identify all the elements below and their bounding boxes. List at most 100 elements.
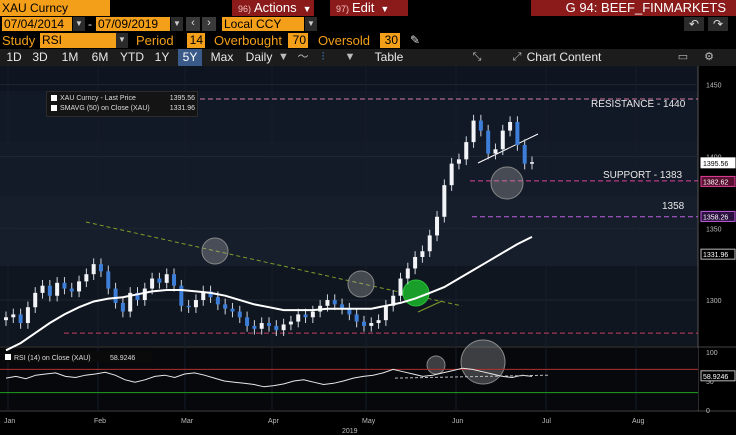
x-year-label: 2019 xyxy=(342,428,358,435)
candle-body xyxy=(427,235,432,252)
price-flag xyxy=(700,210,736,222)
rsi-legend-name: RSI (14) on Close (XAU) xyxy=(14,355,91,362)
period-max-button[interactable]: Max xyxy=(210,50,234,64)
period-1y-button[interactable]: 1Y xyxy=(154,50,170,64)
legend-series-value: 1331.96 xyxy=(169,105,195,112)
price-tick-label: 1350 xyxy=(706,226,722,233)
candlestick-icon[interactable]: ⫶ xyxy=(321,51,325,63)
candle-body xyxy=(405,268,410,279)
x-tick-label: May xyxy=(362,418,376,425)
candle-body xyxy=(179,285,184,306)
legend-swatch xyxy=(51,105,57,112)
chevron-down-icon: ▼ xyxy=(380,4,390,14)
actions-menu-button[interactable]: 96) Actions ▼ xyxy=(232,0,314,16)
candle-body xyxy=(398,278,403,296)
edit-menu-label: Edit xyxy=(352,0,375,15)
ticker-field[interactable]: XAU Curncy xyxy=(0,0,110,16)
candle-body xyxy=(40,285,45,293)
start-date-field[interactable]: 07/04/2014 xyxy=(2,17,72,31)
rsi-tick-label: 100 xyxy=(706,350,718,357)
gear-icon[interactable]: ⚙ xyxy=(704,51,714,63)
window-icon[interactable]: ▭ xyxy=(677,51,689,63)
price-tick-label: 1300 xyxy=(706,298,722,305)
rsi-trend-line xyxy=(394,374,549,379)
candle-body xyxy=(274,325,279,331)
chevron-down-icon[interactable]: ▼ xyxy=(305,17,317,31)
candle-body xyxy=(471,120,476,143)
candle-body xyxy=(332,300,337,305)
candle-body xyxy=(420,251,425,257)
legend-series-value: 1395.56 xyxy=(169,95,195,102)
candle-body xyxy=(281,324,286,331)
forward-arrow-icon[interactable]: › xyxy=(202,17,216,31)
rsi-tick-label: 0 xyxy=(706,408,710,415)
candle-body xyxy=(449,163,454,186)
price-flag-label: 1358.26 xyxy=(703,214,728,221)
period-1m-button[interactable]: 1M xyxy=(61,50,79,64)
x-tick-label: Jan xyxy=(4,418,15,425)
rsi-flag xyxy=(700,370,736,382)
candle-body xyxy=(508,122,513,131)
candle-body xyxy=(201,291,206,301)
candle-body xyxy=(11,314,16,318)
period-1d-button[interactable]: 1D xyxy=(6,50,22,64)
plot-band xyxy=(0,196,698,266)
pencil-icon[interactable]: ✎ xyxy=(410,33,421,47)
oversold-input[interactable]: 30 xyxy=(380,33,400,48)
rsi-line xyxy=(5,367,533,388)
candle-body xyxy=(193,300,198,308)
chart-content-button[interactable]: Chart Content xyxy=(526,50,602,64)
currency-field[interactable]: Local CCY xyxy=(222,17,304,31)
candle-body xyxy=(230,308,235,312)
redo-icon[interactable]: ↷ xyxy=(708,17,728,31)
candle-body xyxy=(69,288,74,292)
study-label: Study xyxy=(2,33,36,48)
price-flag-label: 1331.96 xyxy=(703,252,728,259)
end-date-field[interactable]: 07/09/2019 xyxy=(96,17,170,31)
back-arrow-icon[interactable]: ‹ xyxy=(186,17,200,31)
zoom-out-icon[interactable]: ⤡ xyxy=(472,51,482,63)
calendar-icon[interactable]: ▼ xyxy=(171,17,183,31)
period-3d-button[interactable]: 3D xyxy=(32,50,48,64)
chart-content-icon[interactable]: ⤢ xyxy=(512,51,522,63)
candle-body xyxy=(18,314,23,324)
calendar-icon[interactable]: ▼ xyxy=(73,17,85,31)
period-6m-button[interactable]: 6M xyxy=(91,50,109,64)
candle-body xyxy=(128,292,133,312)
chart-toolbar: 1D 3D 1M 6M YTD 1Y 5Y Max Daily ▼ 〜 ⫶ ▼ … xyxy=(0,49,736,66)
table-button[interactable]: Table xyxy=(374,50,404,64)
period-5y-button[interactable]: 5Y xyxy=(178,49,202,66)
candle-body xyxy=(369,323,374,326)
plot-band xyxy=(0,66,698,91)
legend-item-smavg[interactable]: SMAVG (50) on Close (XAU) 1331.96 xyxy=(51,104,197,114)
candle-body xyxy=(303,314,308,318)
period-ytd-button[interactable]: YTD xyxy=(120,50,144,64)
chevron-down-icon[interactable]: ▼ xyxy=(344,51,356,63)
price-flag-label: 1395.56 xyxy=(703,161,728,168)
candle-body xyxy=(500,130,505,150)
chevron-down-icon[interactable]: ▼ xyxy=(278,51,289,63)
chevron-down-icon[interactable]: ▼ xyxy=(116,33,128,48)
rsi-flag-label: 58.9246 xyxy=(703,374,728,381)
study-select[interactable]: RSI xyxy=(40,33,116,48)
frequency-select[interactable]: Daily xyxy=(245,50,273,64)
candle-body xyxy=(325,300,330,306)
rsi-legend-value: 58.9246 xyxy=(110,355,135,362)
candle-body xyxy=(515,122,520,145)
legend-item-last-price[interactable]: XAU Curncy - Last Price 1395.56 xyxy=(51,94,197,104)
x-tick-label: Aug xyxy=(632,418,645,425)
line-chart-icon[interactable]: 〜 xyxy=(297,51,309,63)
candle-body xyxy=(77,281,82,292)
candle-body xyxy=(237,311,242,318)
candle-body xyxy=(478,120,483,131)
candle-body xyxy=(142,288,147,301)
price-flag xyxy=(700,248,736,260)
overbought-input[interactable]: 70 xyxy=(288,33,308,48)
period-input[interactable]: 14 xyxy=(187,33,205,48)
candle-body xyxy=(259,323,264,329)
edit-menu-button[interactable]: 97) Edit ▼ xyxy=(330,0,408,16)
candle-body xyxy=(354,314,359,322)
undo-icon[interactable]: ↶ xyxy=(684,17,704,31)
candle-body xyxy=(296,314,301,322)
price-tick-label: 1450 xyxy=(706,83,722,90)
